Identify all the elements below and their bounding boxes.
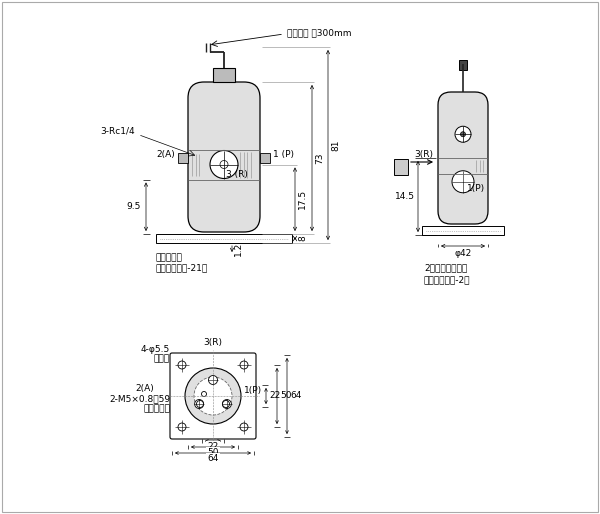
Text: 2(A): 2(A) [135, 383, 154, 393]
FancyBboxPatch shape [438, 92, 488, 224]
Text: 2-M5×0.8深59: 2-M5×0.8深59 [109, 395, 170, 403]
Bar [422, 226, 504, 235]
Text: 22: 22 [208, 442, 218, 451]
Circle shape [461, 132, 466, 137]
Text: 取付穴: 取付穴 [154, 355, 170, 363]
Text: 64: 64 [290, 392, 301, 400]
Circle shape [194, 399, 203, 409]
Text: 9.5: 9.5 [127, 202, 141, 211]
Text: 3 (R): 3 (R) [226, 170, 248, 179]
Circle shape [178, 423, 186, 431]
Text: 1(P): 1(P) [467, 184, 485, 193]
Circle shape [240, 423, 248, 431]
Text: 2(A): 2(A) [156, 150, 175, 159]
Circle shape [202, 392, 206, 396]
Circle shape [223, 400, 229, 408]
Text: リード線 約300mm: リード線 約300mm [287, 28, 352, 38]
Circle shape [185, 368, 241, 424]
Text: 17.5: 17.5 [298, 189, 307, 209]
Bar [394, 159, 408, 175]
Text: 1(P): 1(P) [244, 387, 262, 395]
Text: 8: 8 [298, 235, 307, 242]
Text: 1.2: 1.2 [234, 242, 243, 256]
Circle shape [223, 399, 232, 409]
Circle shape [220, 160, 228, 169]
Circle shape [240, 361, 248, 369]
Text: 2ポート用プラグ: 2ポート用プラグ [424, 263, 467, 272]
Text: 22: 22 [269, 392, 280, 400]
Text: 3(R): 3(R) [414, 151, 433, 159]
FancyBboxPatch shape [188, 82, 260, 232]
Circle shape [209, 376, 218, 384]
Bar [459, 60, 467, 70]
Text: 14.5: 14.5 [395, 192, 415, 201]
Circle shape [210, 151, 238, 178]
Circle shape [197, 400, 203, 408]
Bar [260, 153, 270, 162]
Circle shape [178, 361, 186, 369]
Text: 取付ねじ穴: 取付ねじ穴 [143, 405, 170, 413]
Text: 73: 73 [315, 152, 324, 164]
Text: 50: 50 [280, 392, 292, 400]
FancyBboxPatch shape [170, 353, 256, 439]
Text: 1 (P): 1 (P) [273, 150, 294, 159]
Circle shape [455, 126, 471, 142]
Text: 3-Rc1/4: 3-Rc1/4 [100, 127, 134, 136]
Bar [213, 68, 235, 82]
Text: （注文記号：-21）: （注文記号：-21） [156, 263, 208, 272]
Text: （注文記号：-2）: （注文記号：-2） [424, 275, 470, 284]
Text: 3(R): 3(R) [203, 338, 223, 346]
Text: 取付ベース: 取付ベース [156, 253, 183, 262]
Circle shape [194, 377, 232, 415]
Text: 4-φ5.5: 4-φ5.5 [141, 344, 170, 354]
Text: φ42: φ42 [454, 249, 472, 258]
Text: 64: 64 [208, 454, 218, 463]
Text: 81: 81 [331, 139, 340, 151]
Bar [156, 234, 292, 243]
Bar [178, 153, 188, 162]
Circle shape [452, 171, 474, 193]
Text: 50: 50 [207, 448, 219, 457]
